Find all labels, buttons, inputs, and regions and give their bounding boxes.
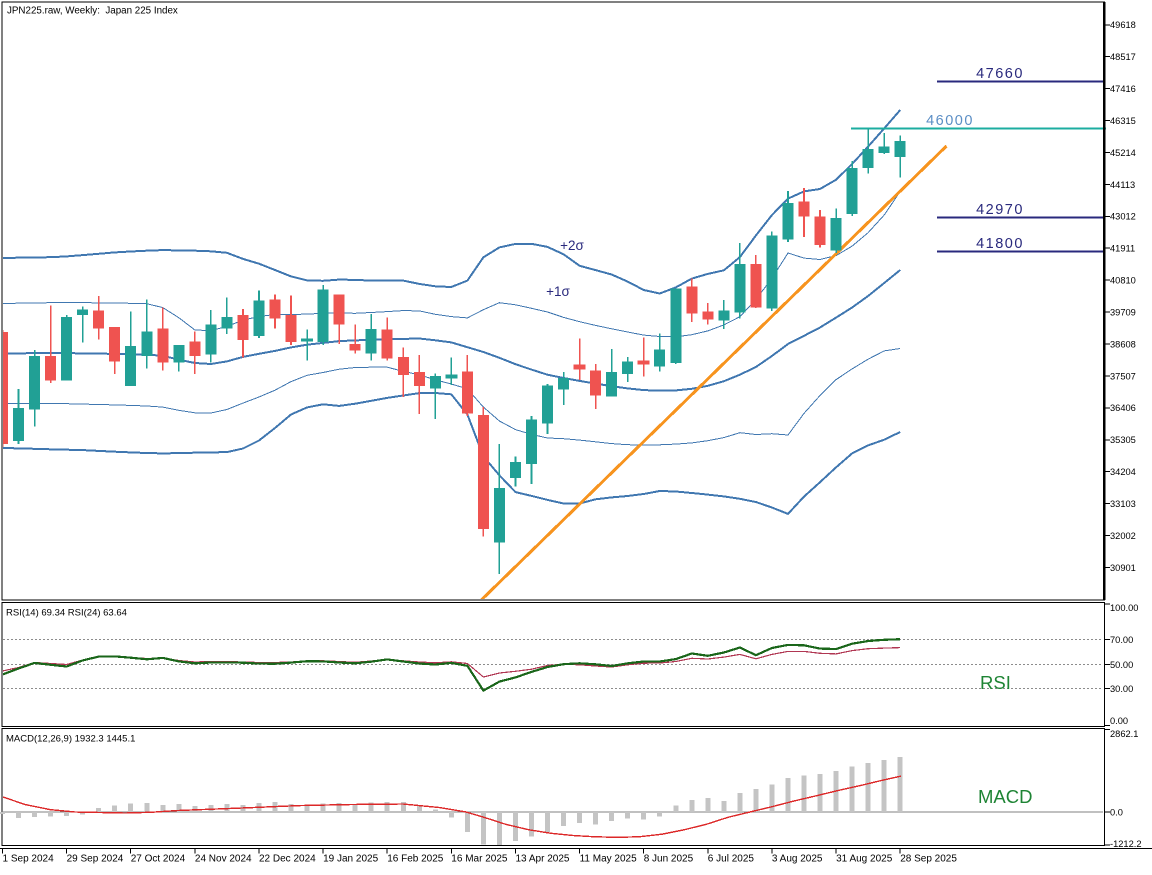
- svg-text:24 Nov 2024: 24 Nov 2024: [195, 854, 252, 865]
- svg-text:RSI(14) 69.34 RSI(24) 63.64: RSI(14) 69.34 RSI(24) 63.64: [6, 608, 127, 619]
- svg-text:28 Sep 2025: 28 Sep 2025: [900, 854, 957, 865]
- svg-text:29 Sep 2024: 29 Sep 2024: [67, 854, 124, 865]
- svg-text:2862.1: 2862.1: [1110, 729, 1138, 739]
- svg-text:MACD(12,26,9) 1932.3 1445.1: MACD(12,26,9) 1932.3 1445.1: [6, 734, 135, 745]
- svg-text:1 Sep 2024: 1 Sep 2024: [3, 854, 55, 865]
- svg-text:16 Mar 2025: 16 Mar 2025: [451, 854, 508, 865]
- svg-text:47660: 47660: [976, 66, 1024, 82]
- svg-text:16 Feb 2025: 16 Feb 2025: [387, 854, 444, 865]
- svg-text:70.00: 70.00: [1110, 635, 1133, 645]
- svg-text:47416: 47416: [1110, 84, 1136, 94]
- svg-text:50.00: 50.00: [1110, 660, 1133, 670]
- svg-text:36406: 36406: [1110, 403, 1136, 413]
- svg-text:35305: 35305: [1110, 435, 1136, 445]
- svg-text:JPN225.raw, Weekly: Japan 225: JPN225.raw, Weekly: Japan 225 Index: [7, 5, 178, 16]
- svg-text:22 Dec 2024: 22 Dec 2024: [259, 854, 316, 865]
- svg-text:0.0: 0.0: [1110, 808, 1123, 818]
- svg-text:19 Jan 2025: 19 Jan 2025: [323, 854, 378, 865]
- svg-text:44113: 44113: [1110, 180, 1135, 190]
- svg-text:33103: 33103: [1110, 499, 1136, 509]
- svg-text:38608: 38608: [1110, 339, 1136, 349]
- svg-text:46315: 46315: [1110, 116, 1136, 126]
- svg-text:43012: 43012: [1110, 212, 1136, 222]
- svg-text:31 Aug 2025: 31 Aug 2025: [836, 854, 893, 865]
- svg-text:40810: 40810: [1110, 276, 1136, 286]
- svg-text:+1σ: +1σ: [546, 284, 570, 299]
- svg-text:RSI: RSI: [980, 672, 1011, 693]
- svg-text:39709: 39709: [1110, 308, 1136, 318]
- svg-text:37507: 37507: [1110, 371, 1136, 381]
- svg-text:49618: 49618: [1110, 20, 1136, 30]
- svg-text:30.00: 30.00: [1110, 684, 1133, 694]
- svg-text:46000: 46000: [926, 113, 974, 129]
- svg-text:41800: 41800: [976, 236, 1024, 252]
- svg-text:-1212.2: -1212.2: [1110, 839, 1142, 849]
- svg-text:8 Jun 2025: 8 Jun 2025: [644, 854, 694, 865]
- svg-text:41911: 41911: [1110, 244, 1135, 254]
- svg-text:34204: 34204: [1110, 467, 1136, 477]
- svg-text:32002: 32002: [1110, 531, 1136, 541]
- svg-text:6 Jul 2025: 6 Jul 2025: [708, 854, 755, 865]
- svg-text:11 May 2025: 11 May 2025: [580, 854, 638, 865]
- svg-text:42970: 42970: [976, 202, 1024, 218]
- svg-text:45214: 45214: [1110, 148, 1136, 158]
- svg-text:100.00: 100.00: [1110, 603, 1138, 613]
- svg-text:13 Apr 2025: 13 Apr 2025: [516, 854, 570, 865]
- svg-text:0.00: 0.00: [1110, 716, 1128, 726]
- svg-text:+2σ: +2σ: [560, 238, 584, 253]
- svg-text:30901: 30901: [1110, 563, 1136, 573]
- svg-text:48517: 48517: [1110, 52, 1136, 62]
- svg-text:3 Aug 2025: 3 Aug 2025: [772, 854, 823, 865]
- svg-text:27 Oct 2024: 27 Oct 2024: [131, 854, 186, 865]
- svg-text:MACD: MACD: [978, 786, 1032, 807]
